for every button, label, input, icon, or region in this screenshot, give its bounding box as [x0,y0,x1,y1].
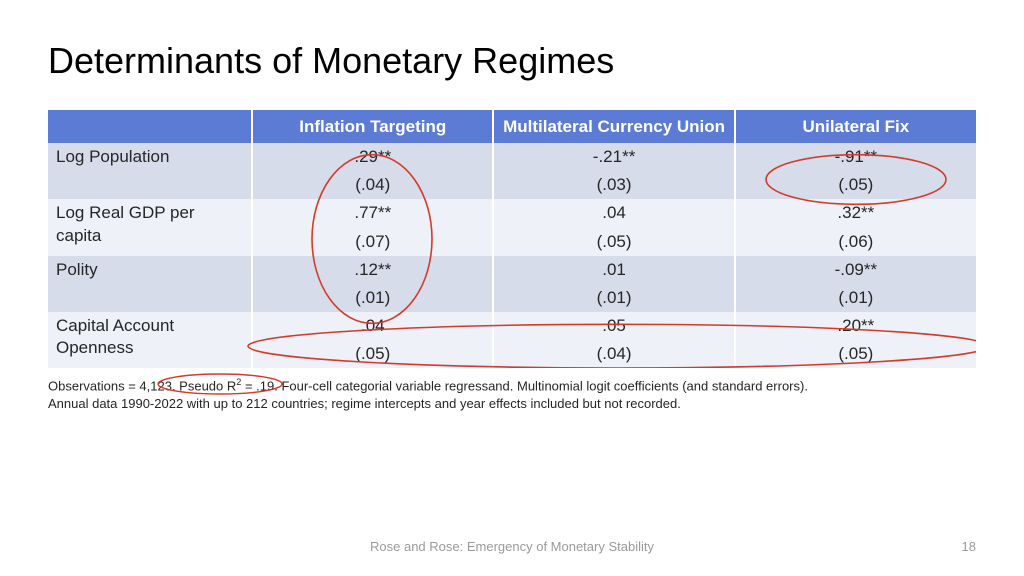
cell-value: .29** [252,143,493,171]
cell-value: .32** [735,199,976,227]
col-header-union: Multilateral Currency Union [493,110,734,143]
cell-value: -.91** [735,143,976,171]
table-container: Inflation Targeting Multilateral Currenc… [48,110,976,368]
cell-se: (.06) [735,228,976,256]
cell-se: (.07) [252,228,493,256]
cell-se: (.04) [252,171,493,199]
row-label: Log Real GDP per capita [48,199,252,255]
footer-citation: Rose and Rose: Emergency of Monetary Sta… [0,539,1024,554]
footnote-text-b: = .19. Four-cell categorial variable reg… [241,378,808,393]
cell-se: (.05) [735,171,976,199]
cell-se: (.04) [493,340,734,368]
cell-se: (.05) [493,228,734,256]
col-header-blank [48,110,252,143]
table-row: Log Real GDP per capita .77** .04 .32** [48,199,976,227]
table-header-row: Inflation Targeting Multilateral Currenc… [48,110,976,143]
cell-value: .01 [493,256,734,284]
footnote-text-a: Observations = 4,123. Pseudo R [48,378,236,393]
table-row: Log Population .29** -.21** -.91** [48,143,976,171]
cell-value: .12** [252,256,493,284]
cell-value: .05 [493,312,734,340]
cell-value: .77** [252,199,493,227]
page-number: 18 [962,539,976,554]
footnote-text-2: Annual data 1990-2022 with up to 212 cou… [48,396,681,411]
col-header-fix: Unilateral Fix [735,110,976,143]
col-header-inflation: Inflation Targeting [252,110,493,143]
row-label: Polity [48,256,252,312]
cell-se: (.03) [493,171,734,199]
cell-se: (.05) [252,340,493,368]
slide-title: Determinants of Monetary Regimes [48,40,976,82]
cell-se: (.01) [735,284,976,312]
cell-value: -.21** [493,143,734,171]
cell-se: (.01) [493,284,734,312]
table-row: Capital Account Openness .04 .05 .20** [48,312,976,340]
cell-value: .04 [252,312,493,340]
row-label: Capital Account Openness [48,312,252,368]
row-label: Log Population [48,143,252,199]
cell-value: .04 [493,199,734,227]
cell-se: (.05) [735,340,976,368]
regression-table: Inflation Targeting Multilateral Currenc… [48,110,976,368]
cell-value: -.09** [735,256,976,284]
footnote: Observations = 4,123. Pseudo R2 = .19. F… [48,376,976,412]
table-row: Polity .12** .01 -.09** [48,256,976,284]
cell-value: .20** [735,312,976,340]
cell-se: (.01) [252,284,493,312]
